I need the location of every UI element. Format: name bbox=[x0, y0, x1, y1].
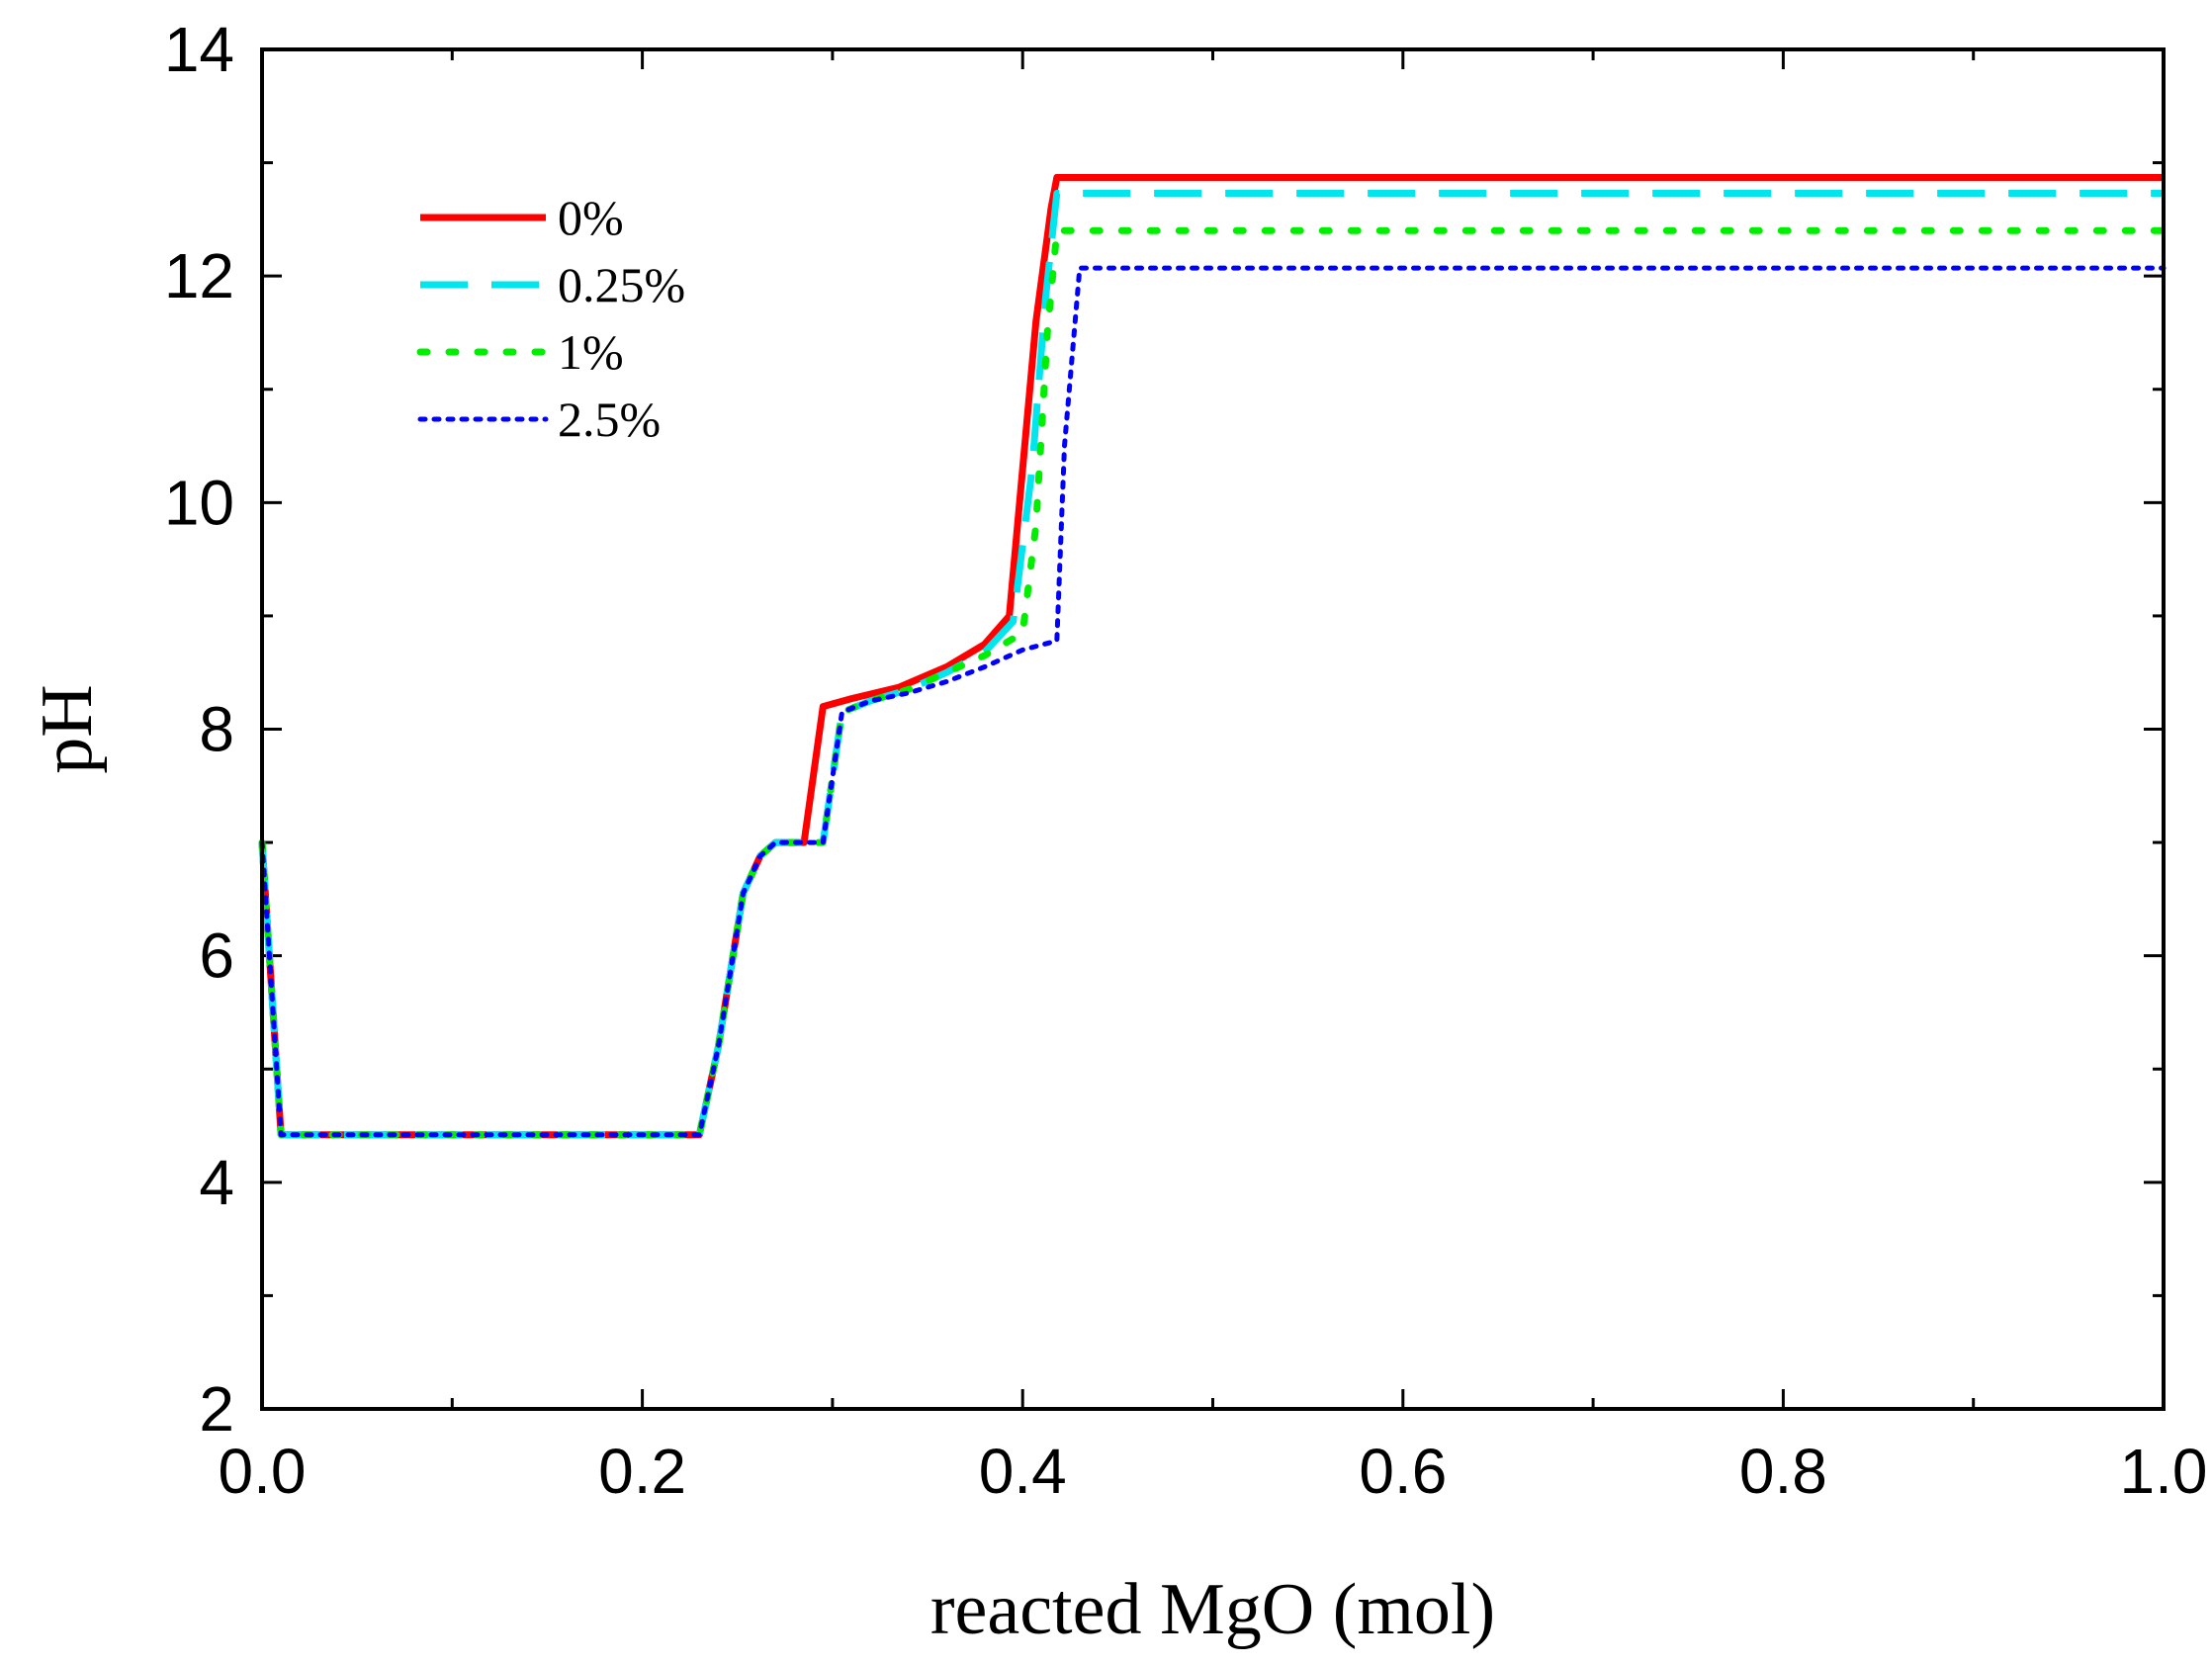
y-tick-label: 6 bbox=[199, 920, 234, 992]
x-tick-label: 0.0 bbox=[219, 1436, 307, 1507]
legend-label-2: 1% bbox=[558, 324, 624, 380]
y-axis-label: pH bbox=[27, 684, 108, 773]
series-line-2 bbox=[258, 226, 2168, 1139]
x-tick-label: 0.4 bbox=[979, 1436, 1067, 1507]
x-axis-label: reacted MgO (mol) bbox=[930, 1569, 1495, 1650]
legend: 0% 0.25% 1% 2.5% bbox=[416, 190, 685, 447]
x-tick-label: 1.0 bbox=[2120, 1436, 2208, 1507]
legend-label-3: 2.5% bbox=[558, 392, 661, 447]
legend-label-1: 0.25% bbox=[558, 257, 685, 312]
y-tick-label: 4 bbox=[199, 1147, 234, 1218]
tick-labels: 0.0 0.2 0.4 0.6 0.8 1.0 2 4 6 8 10 12 14 bbox=[164, 14, 2208, 1507]
x-tick-label: 0.8 bbox=[1739, 1436, 1827, 1507]
y-tick-label: 12 bbox=[164, 240, 234, 311]
y-tick-label: 10 bbox=[164, 467, 234, 538]
legend-label-0: 0% bbox=[558, 190, 624, 245]
x-tick-label: 0.6 bbox=[1359, 1436, 1447, 1507]
series-layer bbox=[258, 174, 2168, 1139]
series-line-3 bbox=[259, 265, 2167, 1138]
y-tick-label: 2 bbox=[199, 1373, 234, 1445]
y-tick-label: 8 bbox=[199, 694, 234, 765]
plot-frame bbox=[260, 47, 2166, 1411]
y-tick-label: 14 bbox=[164, 14, 234, 85]
x-tick-label: 0.2 bbox=[598, 1436, 686, 1507]
